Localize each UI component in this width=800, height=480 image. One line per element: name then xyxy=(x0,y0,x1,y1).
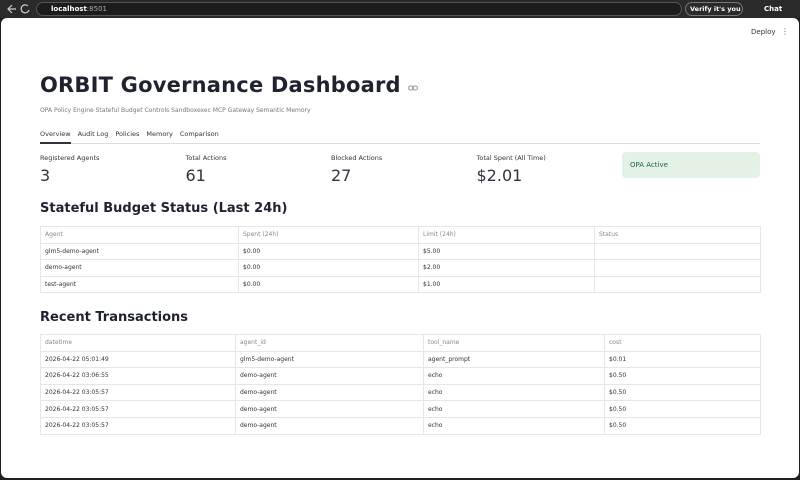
column-header: cost xyxy=(604,334,761,352)
table-cell: $2.00 xyxy=(418,259,595,277)
table-row: test-agent $0.00 $1.00 xyxy=(40,275,761,294)
table-cell: test-agent xyxy=(40,275,239,294)
deploy-button[interactable]: Deploy xyxy=(751,28,776,36)
table-cell: demo-agent xyxy=(235,383,424,402)
url-port: :8501 xyxy=(86,5,107,13)
metric: Registered Agents 3 xyxy=(40,154,99,185)
link-icon xyxy=(408,85,419,91)
tab[interactable]: Policies xyxy=(115,130,140,138)
column-header: Agent xyxy=(40,226,239,244)
table-cell: $0.00 xyxy=(238,242,419,261)
browser-toolbar: localhost:8501 Verify it's you Chat xyxy=(0,0,800,18)
section-heading: Stateful Budget Status (Last 24h) xyxy=(40,201,288,216)
tab[interactable]: Audit Log xyxy=(77,130,109,138)
column-header: agent_id xyxy=(235,334,424,352)
table-cell: 2026-04-22 05:01:49 xyxy=(40,350,236,369)
table-cell xyxy=(594,259,761,277)
metric: Total Actions 61 xyxy=(186,154,227,185)
metric-label: Total Actions xyxy=(185,154,227,162)
tab[interactable]: Comparison xyxy=(179,130,219,138)
column-header: datetime xyxy=(40,334,236,352)
metric-label: Registered Agents xyxy=(40,154,100,162)
table-cell xyxy=(594,242,761,261)
status-badge: OPA Active xyxy=(622,152,760,178)
table-row: demo-agent $0.00 $2.00 xyxy=(40,259,761,277)
address-bar[interactable]: localhost:8501 xyxy=(36,2,682,16)
metric: Total Spent (All Time) $2.01 xyxy=(477,154,546,185)
table-cell: demo-agent xyxy=(235,400,424,418)
header-row: datetime agent_id tool_name cost xyxy=(40,334,761,352)
table-cell: $0.50 xyxy=(604,367,761,385)
table-cell: 2026-04-22 03:06:55 xyxy=(40,367,236,385)
table-cell: agent_prompt xyxy=(423,350,605,369)
table-cell: $5.00 xyxy=(418,242,595,261)
table-row: 2026-04-22 03:06:55 demo-agent echo $0.50 xyxy=(40,367,761,385)
table-cell: $0.00 xyxy=(238,275,419,294)
table-cell: $0.01 xyxy=(604,350,761,369)
column-header: tool_name xyxy=(423,334,605,352)
metric-label: Blocked Actions xyxy=(331,154,383,162)
table-cell: echo xyxy=(423,400,605,418)
metric-value: 27 xyxy=(331,166,352,185)
table-cell: 2026-04-22 03:05:57 xyxy=(40,383,236,402)
page-title: ORBIT Governance Dashboard xyxy=(40,73,419,97)
chat-button[interactable]: Chat xyxy=(764,5,783,13)
nav-icons xyxy=(7,4,30,14)
table-cell: demo-agent xyxy=(235,367,424,385)
table-row: 2026-04-22 03:05:57 demo-agent echo $0.50 xyxy=(40,383,761,402)
tab-bar: Overview Audit Log Policies Memory Compariso… xyxy=(40,128,760,144)
table-cell: $0.00 xyxy=(238,259,419,277)
metric: Blocked Actions 27 xyxy=(331,154,382,185)
column-header: Limit (24h) xyxy=(418,226,595,244)
table-row: 2026-04-22 03:05:57 demo-agent echo $0.50 xyxy=(40,416,761,435)
table-cell: $0.50 xyxy=(604,416,761,435)
table-cell: echo xyxy=(423,367,605,385)
table-cell: glm5-demo-agent xyxy=(40,242,239,261)
metric-label: Total Spent (All Time) xyxy=(476,154,546,162)
subtitle: OPA Policy Engine Stateful Budget Contro… xyxy=(40,107,311,114)
table-row: 2026-04-22 05:01:49 glm5-demo-agent agent_… xyxy=(40,350,761,369)
table-cell: echo xyxy=(423,416,605,435)
table-cell: $0.50 xyxy=(604,400,761,418)
table-cell: $1.00 xyxy=(418,275,595,294)
section-heading: Recent Transactions xyxy=(40,310,189,325)
header-row: Agent Spent (24h) Limit (24h) Status xyxy=(40,226,761,244)
table-cell: echo xyxy=(423,383,605,402)
table-cell: 2026-04-22 03:05:57 xyxy=(40,416,236,435)
metric-value: 3 xyxy=(40,166,51,185)
title-text: ORBIT Governance Dashboard xyxy=(40,73,401,97)
metric-value: $2.01 xyxy=(476,166,523,185)
table-cell: $0.50 xyxy=(604,383,761,402)
table-row: 2026-04-22 03:05:57 demo-agent echo $0.50 xyxy=(40,400,761,418)
url-host: localhost xyxy=(51,5,87,13)
column-header: Status xyxy=(594,226,761,244)
column-header: Spent (24h) xyxy=(238,226,419,244)
metric-value: 61 xyxy=(185,166,206,185)
tab[interactable]: Overview xyxy=(40,128,71,144)
profile-button[interactable]: Verify it's you xyxy=(685,2,743,16)
table-cell: demo-agent xyxy=(235,416,424,435)
table-cell: glm5-demo-agent xyxy=(235,350,424,369)
table-row: glm5-demo-agent $0.00 $5.00 xyxy=(40,242,761,261)
data-table: Agent Spent (24h) Limit (24h) Status glm5-de… xyxy=(40,226,761,294)
table-cell xyxy=(594,275,761,294)
tab[interactable]: Memory xyxy=(146,130,173,138)
table-cell: demo-agent xyxy=(40,259,239,277)
menu-button[interactable]: ⋮ xyxy=(781,27,789,36)
table-cell: 2026-04-22 03:05:57 xyxy=(40,400,236,418)
data-table: datetime agent_id tool_name cost 2026-04-22 … xyxy=(40,334,761,435)
